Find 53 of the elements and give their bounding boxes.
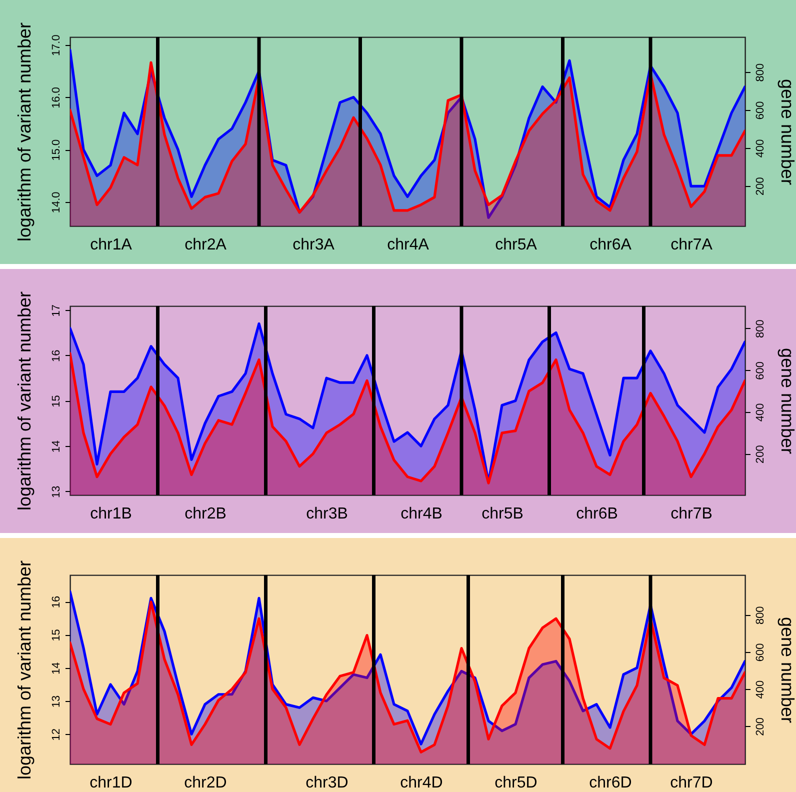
- x-tick-label: chr6A: [590, 236, 632, 254]
- y2-tick-label: 400: [754, 139, 766, 158]
- x-tick-label: chr5A: [495, 236, 538, 254]
- y-axis-title: logarithm of variant number: [14, 560, 34, 780]
- x-tick-label: chr4B: [400, 506, 442, 522]
- y-tick-label: 16: [50, 596, 62, 608]
- x-tick-label: chr7A: [670, 236, 713, 254]
- x-tick-label: chr1D: [90, 774, 132, 792]
- y2-tick-label: 600: [754, 101, 766, 120]
- y-tick-label: 13: [50, 695, 62, 708]
- y-axis-title: logarithm of variant number: [14, 22, 34, 242]
- y-tick-label: 15: [50, 629, 62, 642]
- x-tick-label: chr6D: [589, 774, 632, 792]
- y2-tick-label: 400: [754, 403, 766, 422]
- x-tick-label: chr4D: [400, 774, 443, 792]
- x-tick-label: chr4A: [387, 236, 430, 254]
- y2-axis-title: gene number: [778, 616, 796, 724]
- x-tick-label: chr1A: [90, 236, 132, 254]
- x-tick-label: chr1B: [90, 506, 132, 522]
- y2-tick-label: 800: [754, 606, 766, 625]
- x-tick-label: chr3D: [306, 774, 348, 792]
- y-tick-label: 17.0: [50, 34, 62, 56]
- x-tick-label: chr2B: [184, 506, 226, 522]
- x-tick-label: chr5D: [494, 774, 538, 792]
- x-tick-label: chr3B: [306, 506, 348, 522]
- y-tick-label: 13: [50, 486, 62, 498]
- y2-axis-title: gene number: [778, 348, 796, 454]
- y-tick-label: 12: [50, 728, 62, 741]
- y2-tick-label: 600: [754, 362, 766, 380]
- y2-axis-title: gene number: [778, 78, 796, 186]
- y-tick-label: 16.0: [50, 86, 62, 108]
- x-tick-label: chr6B: [576, 506, 618, 522]
- y-tick-label: 15.0: [50, 139, 62, 161]
- y2-tick-label: 200: [754, 177, 766, 196]
- y-tick-label: 14: [50, 662, 62, 674]
- y-tick-label: 17: [50, 304, 62, 317]
- x-tick-label: chr2D: [184, 774, 227, 792]
- x-tick-label: chr7D: [670, 774, 713, 792]
- y2-tick-label: 800: [754, 63, 766, 82]
- y2-tick-label: 800: [754, 320, 766, 338]
- y-axis-title: logarithm of variant number: [14, 291, 34, 511]
- y2-tick-label: 200: [754, 717, 766, 736]
- y-tick-label: 16: [50, 350, 62, 362]
- y-tick-label: 14: [50, 440, 62, 453]
- y2-tick-label: 400: [754, 680, 766, 699]
- x-tick-label: chr5B: [482, 506, 524, 522]
- y-tick-label: 15: [50, 395, 62, 408]
- x-tick-label: chr7B: [670, 506, 712, 522]
- y-tick-label: 14.0: [50, 192, 62, 214]
- y2-tick-label: 600: [754, 643, 766, 662]
- x-tick-label: chr3A: [292, 236, 335, 254]
- x-tick-label: chr2A: [184, 236, 227, 254]
- y2-tick-label: 200: [754, 445, 766, 464]
